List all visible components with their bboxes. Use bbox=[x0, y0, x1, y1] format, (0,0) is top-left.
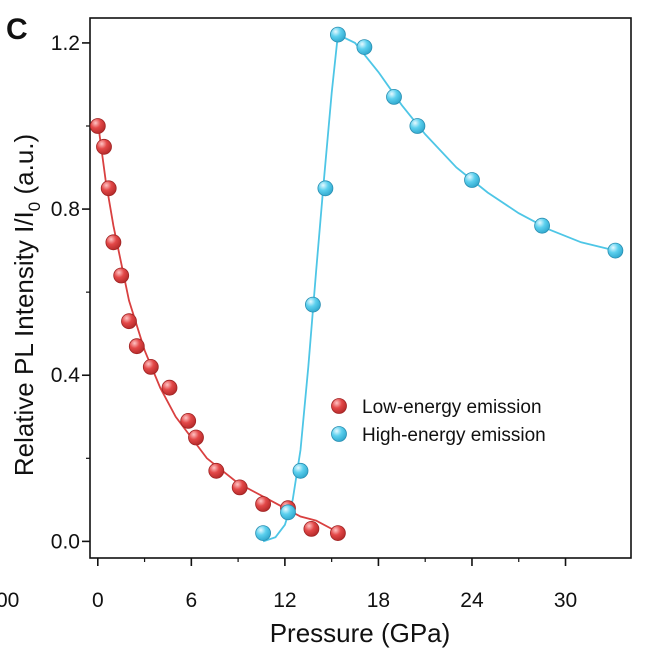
fit-line-series-2 bbox=[262, 33, 616, 543]
data-point-series-1 bbox=[121, 313, 137, 330]
data-point-series-2 bbox=[304, 296, 321, 313]
data-point-series-1 bbox=[255, 496, 272, 512]
data-point-series-2 bbox=[356, 39, 373, 55]
data-point-series-2 bbox=[386, 89, 402, 105]
data-point-series-2 bbox=[409, 118, 426, 134]
y-axis-label-unit: (a.u.) bbox=[9, 134, 39, 202]
data-point-series-1 bbox=[128, 338, 145, 355]
data-point-series-1 bbox=[208, 462, 225, 479]
y-tick-label: 0.8 bbox=[51, 198, 80, 221]
data-point-series-1 bbox=[142, 358, 159, 375]
data-point-series-2 bbox=[534, 217, 550, 234]
data-point-series-1 bbox=[329, 525, 346, 541]
fit-lines bbox=[96, 33, 616, 543]
data-point-series-1 bbox=[89, 118, 106, 134]
y-axis: 0.0 0.4 0.8 1.2 bbox=[51, 32, 90, 553]
y-axis-label: Relative PL Intensity I/I0 (a.u.) bbox=[9, 134, 44, 476]
data-point-series-1 bbox=[100, 180, 117, 197]
data-point-series-2 bbox=[607, 242, 624, 259]
legend-marker-high-energy bbox=[331, 426, 347, 442]
data-point-series-1 bbox=[231, 479, 248, 496]
x-tick-label: 0 bbox=[92, 589, 104, 612]
data-point-series-1 bbox=[303, 521, 320, 537]
data-point-series-1 bbox=[105, 234, 122, 251]
data-point-series-2 bbox=[280, 504, 296, 521]
data-point-series-2 bbox=[464, 172, 480, 188]
data-points bbox=[89, 26, 624, 541]
data-point-series-1 bbox=[161, 379, 178, 396]
panel-label: C bbox=[6, 13, 28, 46]
x-tick-label: 12 bbox=[273, 589, 296, 612]
plot-frame bbox=[89, 17, 632, 559]
legend-label-high-energy: High-energy emission bbox=[362, 425, 546, 446]
x-tick-label: 30 bbox=[554, 589, 577, 612]
x-tick-label: 6 bbox=[185, 589, 197, 612]
data-point-series-2 bbox=[329, 26, 346, 43]
legend-marker-low-energy bbox=[331, 398, 347, 414]
x-axis-label: Pressure (GPa) bbox=[270, 618, 451, 648]
data-point-series-1 bbox=[96, 138, 112, 155]
x-tick-label: 18 bbox=[367, 589, 390, 612]
y-axis-label-main: Relative PL Intensity I/I bbox=[9, 211, 39, 476]
data-point-series-1 bbox=[180, 412, 197, 429]
legend-label-low-energy: Low-energy emission bbox=[362, 397, 542, 418]
data-point-series-1 bbox=[188, 429, 204, 446]
legend: Low-energy emission High-energy emission bbox=[331, 397, 546, 446]
data-point-series-2 bbox=[317, 180, 334, 197]
data-point-series-2 bbox=[292, 462, 309, 479]
x-axis: 0 6 12 18 24 30 bbox=[92, 558, 577, 612]
data-point-series-1 bbox=[113, 267, 130, 284]
data-point-series-2 bbox=[255, 525, 272, 541]
y-axis-label-subscript: 0 bbox=[25, 202, 44, 211]
y-tick-label: 0.0 bbox=[51, 530, 80, 553]
x-tick-label: 24 bbox=[460, 589, 484, 612]
x-tick-label-clipped: 00 bbox=[0, 589, 19, 612]
y-tick-label: 1.2 bbox=[51, 32, 80, 55]
y-tick-label: 0.4 bbox=[51, 364, 81, 387]
